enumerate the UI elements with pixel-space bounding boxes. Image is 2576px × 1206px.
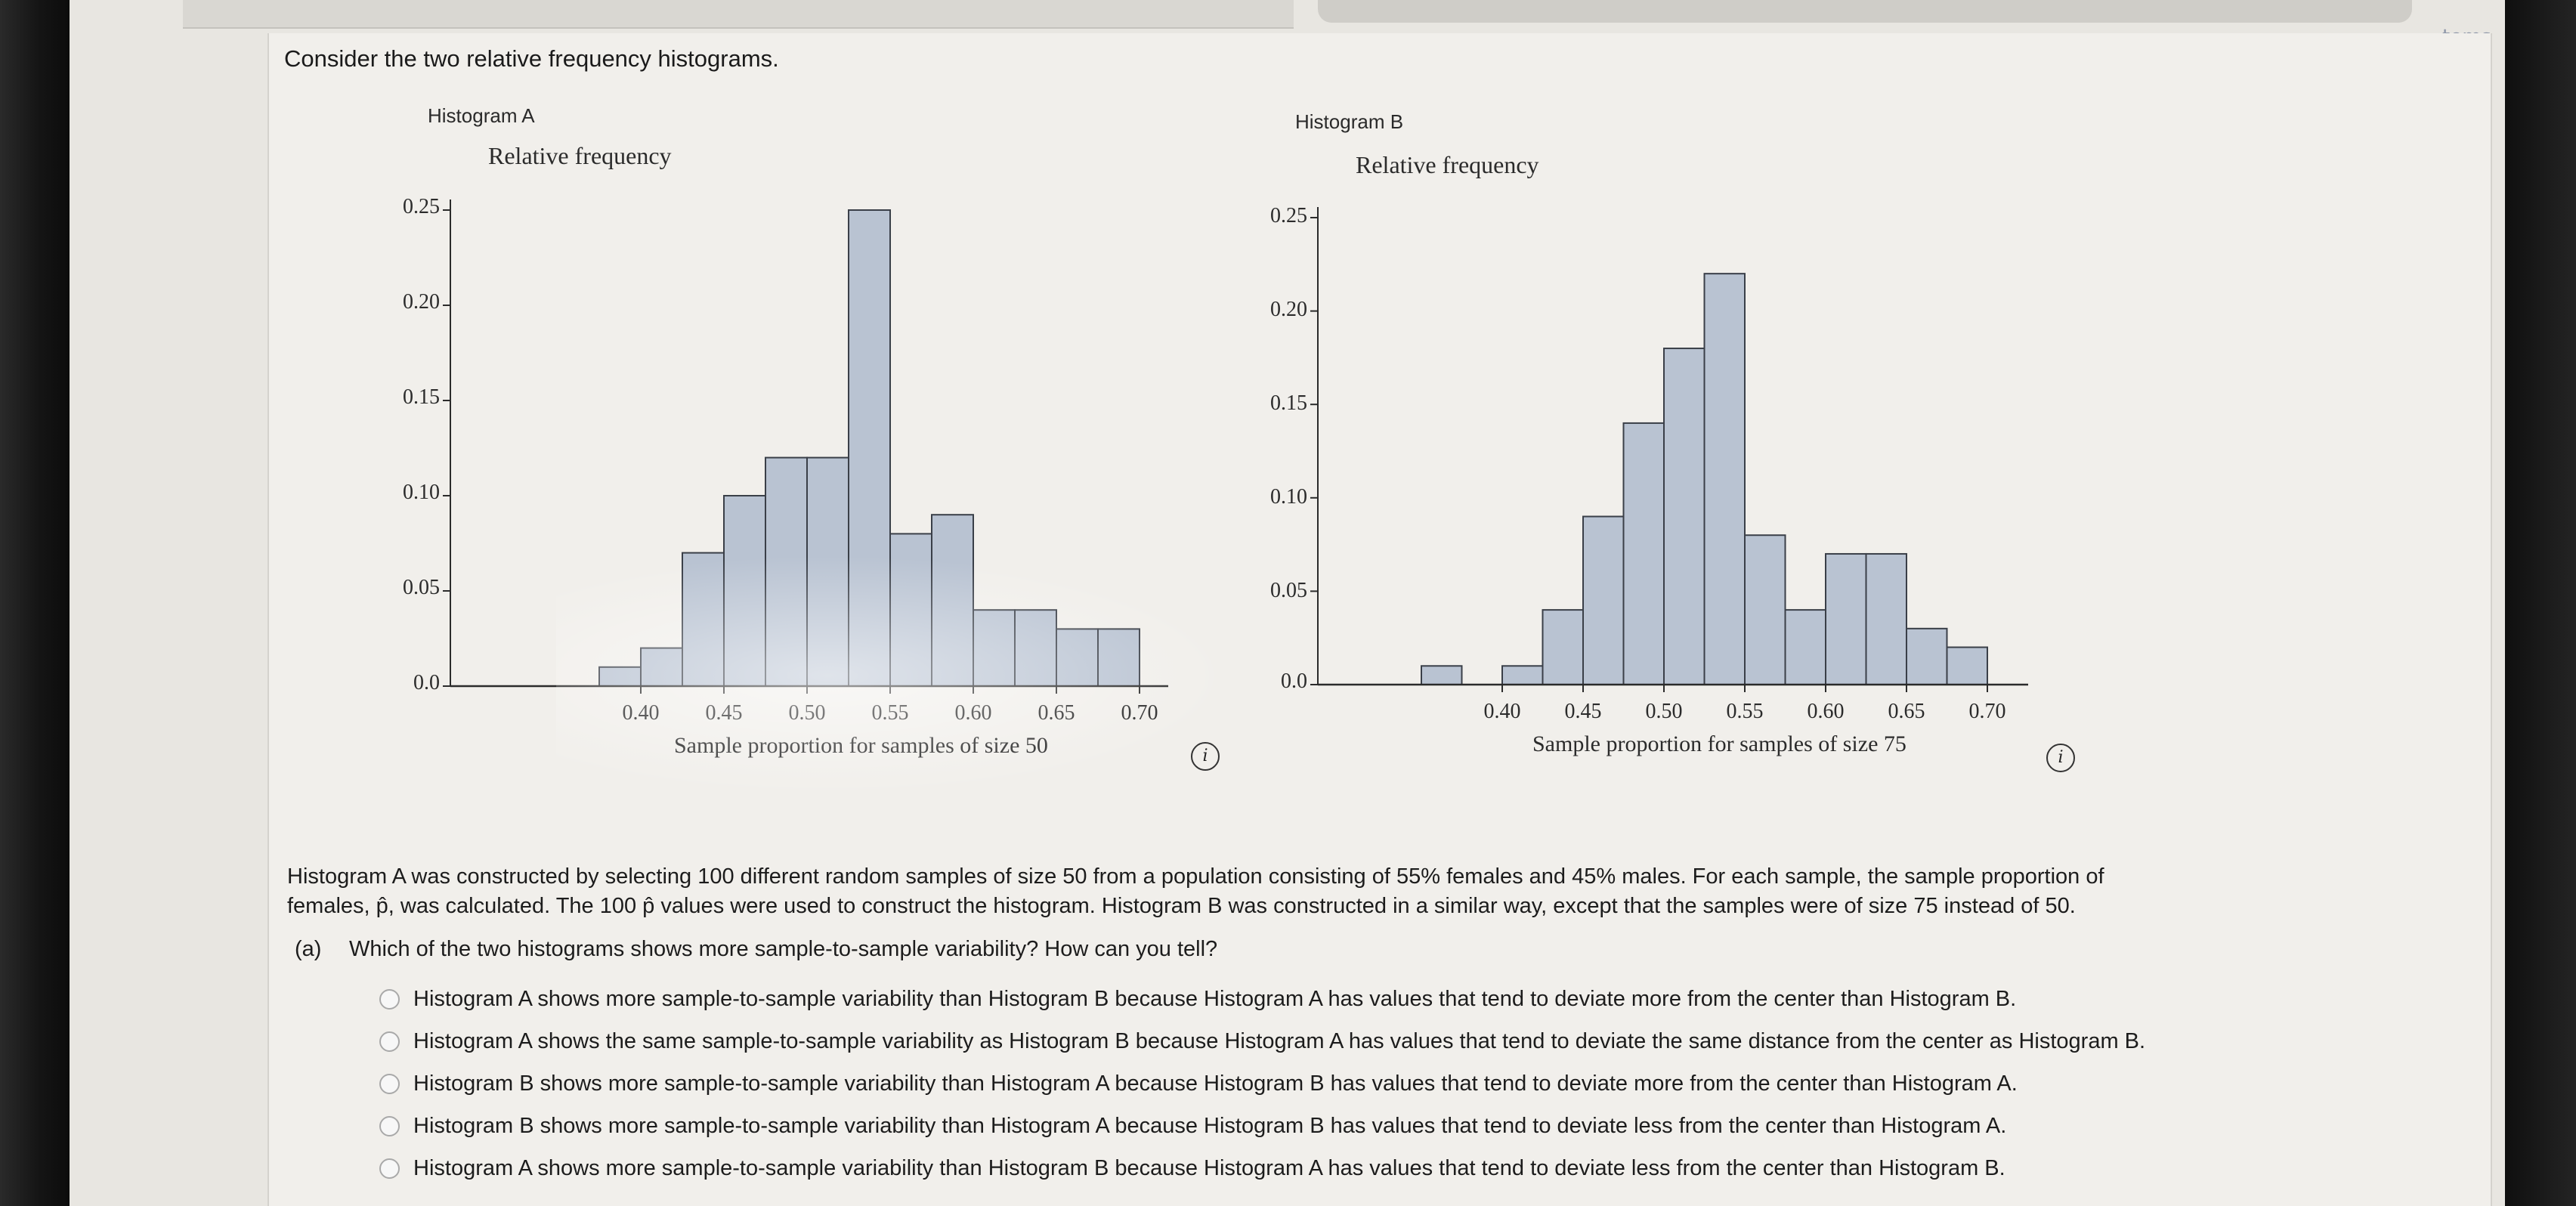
histogram-bar — [598, 666, 642, 687]
histogram-bar — [1097, 628, 1140, 688]
browser-screen: tems Consider the two relative frequency… — [70, 0, 2505, 1206]
intro-text: Consider the two relative frequency hist… — [284, 45, 779, 72]
answer-option-4[interactable]: Histogram B shows more sample-to-sample … — [379, 1105, 2145, 1147]
radio-button[interactable] — [379, 1158, 400, 1179]
y-tick-label: 0.20 — [1270, 298, 1307, 321]
histogram-bar — [931, 514, 974, 688]
y-tick-label: 0.05 — [1270, 579, 1307, 602]
y-tick-label: 0.10 — [403, 481, 440, 504]
histogram-bar — [848, 209, 891, 687]
problem-description: Histogram A was constructed by selecting… — [287, 862, 2327, 921]
question-text: Which of the two histograms shows more s… — [349, 937, 1218, 961]
histogram-bar — [682, 552, 725, 687]
x-tick-label: 0.60 — [1807, 700, 1845, 723]
histogram-bar — [1946, 646, 1988, 685]
y-tick-label: 0.20 — [403, 290, 440, 314]
x-tick-label: 0.65 — [1038, 701, 1075, 725]
x-tick-label: 0.40 — [1483, 700, 1521, 723]
histogram-bar — [1906, 627, 1948, 686]
histogram-bar — [806, 456, 849, 687]
browser-tab-inactive[interactable] — [183, 0, 1294, 29]
x-tick-label: 0.70 — [1121, 701, 1158, 725]
option-label: Histogram A shows more sample-to-sample … — [413, 986, 2017, 1011]
option-label: Histogram A shows more sample-to-sample … — [413, 1155, 2005, 1180]
answer-option-1[interactable]: Histogram A shows more sample-to-sample … — [379, 978, 2145, 1020]
x-tick-label: 0.50 — [1645, 700, 1683, 723]
histogram-bar — [1014, 609, 1057, 688]
x-axis-title: Sample proportion for samples of size 50 — [674, 733, 1048, 758]
histogram-bar — [973, 609, 1016, 688]
info-icon[interactable]: i — [1191, 742, 1220, 771]
y-tick-label: 0.15 — [1270, 391, 1307, 415]
histogram-bar — [1744, 534, 1786, 685]
option-label: Histogram B shows more sample-to-sample … — [413, 1113, 2007, 1138]
histogram-bar — [1056, 628, 1099, 688]
x-axis-title: Sample proportion for samples of size 75 — [1532, 731, 1906, 756]
histogram-bar — [1582, 515, 1625, 686]
radio-button[interactable] — [379, 1115, 400, 1136]
x-tick-label: 0.45 — [1564, 700, 1602, 723]
x-tick-label: 0.45 — [705, 701, 743, 725]
description-line-2: females, p̂, was calculated. The 100 p̂ … — [287, 894, 2076, 918]
histogram-bar — [1622, 422, 1665, 685]
histogram-b-plot — [1310, 207, 2028, 692]
x-tick-label: 0.50 — [788, 701, 826, 725]
radio-button[interactable] — [379, 1031, 400, 1052]
histogram-bar — [640, 647, 683, 687]
option-label: Histogram B shows more sample-to-sample … — [413, 1071, 2018, 1096]
question-a: (a) Which of the two histograms shows mor… — [295, 937, 1217, 962]
y-tick-label: 0.25 — [1270, 204, 1307, 227]
histogram-bar — [889, 533, 932, 688]
histogram-bar — [1501, 665, 1544, 686]
info-icon[interactable]: i — [2046, 744, 2075, 772]
radio-button[interactable] — [379, 988, 400, 1010]
description-line-1: Histogram A was constructed by selecting… — [287, 864, 2104, 889]
monitor-bezel-left — [0, 0, 70, 1206]
question-tag: (a) — [295, 937, 322, 961]
y-tick-label: 0.15 — [403, 385, 440, 409]
answer-options: Histogram A shows more sample-to-sample … — [379, 978, 2145, 1189]
histogram-bar — [1542, 609, 1584, 685]
y-tick-label: 0.25 — [403, 195, 440, 218]
answer-option-3[interactable]: Histogram B shows more sample-to-sample … — [379, 1062, 2145, 1105]
histogram-bar — [1825, 552, 1867, 686]
radio-button[interactable] — [379, 1073, 400, 1094]
histogram-panel-label: Histogram A — [428, 104, 535, 127]
histogram-panel-label: Histogram B — [1295, 110, 1404, 133]
monitor-bezel-right — [2505, 0, 2576, 1206]
y-tick-label: 0.0 — [413, 671, 440, 694]
x-tick-label: 0.70 — [1968, 700, 2006, 723]
option-label: Histogram A shows the same sample-to-sam… — [413, 1028, 2146, 1053]
histogram-bar — [765, 456, 808, 687]
browser-tab-active[interactable] — [1318, 0, 2412, 23]
y-tick-label: 0.10 — [1270, 485, 1307, 509]
x-tick-label: 0.55 — [871, 701, 909, 725]
y-axis-title: Relative frequency — [1356, 151, 1539, 178]
answer-option-2[interactable]: Histogram A shows the same sample-to-sam… — [379, 1020, 2145, 1062]
histogram-bar — [1421, 665, 1463, 686]
histogram-bar — [1663, 348, 1705, 685]
answer-option-5[interactable]: Histogram A shows more sample-to-sample … — [379, 1147, 2145, 1189]
histogram-bar — [1865, 552, 1907, 686]
x-tick-label: 0.40 — [622, 701, 660, 725]
histogram-bar — [1703, 273, 1746, 686]
histogram-bar — [1784, 609, 1826, 685]
histogram-bar — [723, 495, 766, 687]
x-tick-label: 0.65 — [1888, 700, 1925, 723]
x-tick-label: 0.60 — [954, 701, 992, 725]
question-panel: Consider the two relative frequency hist… — [267, 33, 2492, 1206]
y-axis-title: Relative frequency — [488, 142, 672, 169]
x-tick-label: 0.55 — [1726, 700, 1764, 723]
y-tick-label: 0.05 — [403, 576, 440, 599]
y-tick-label: 0.0 — [1281, 669, 1307, 693]
